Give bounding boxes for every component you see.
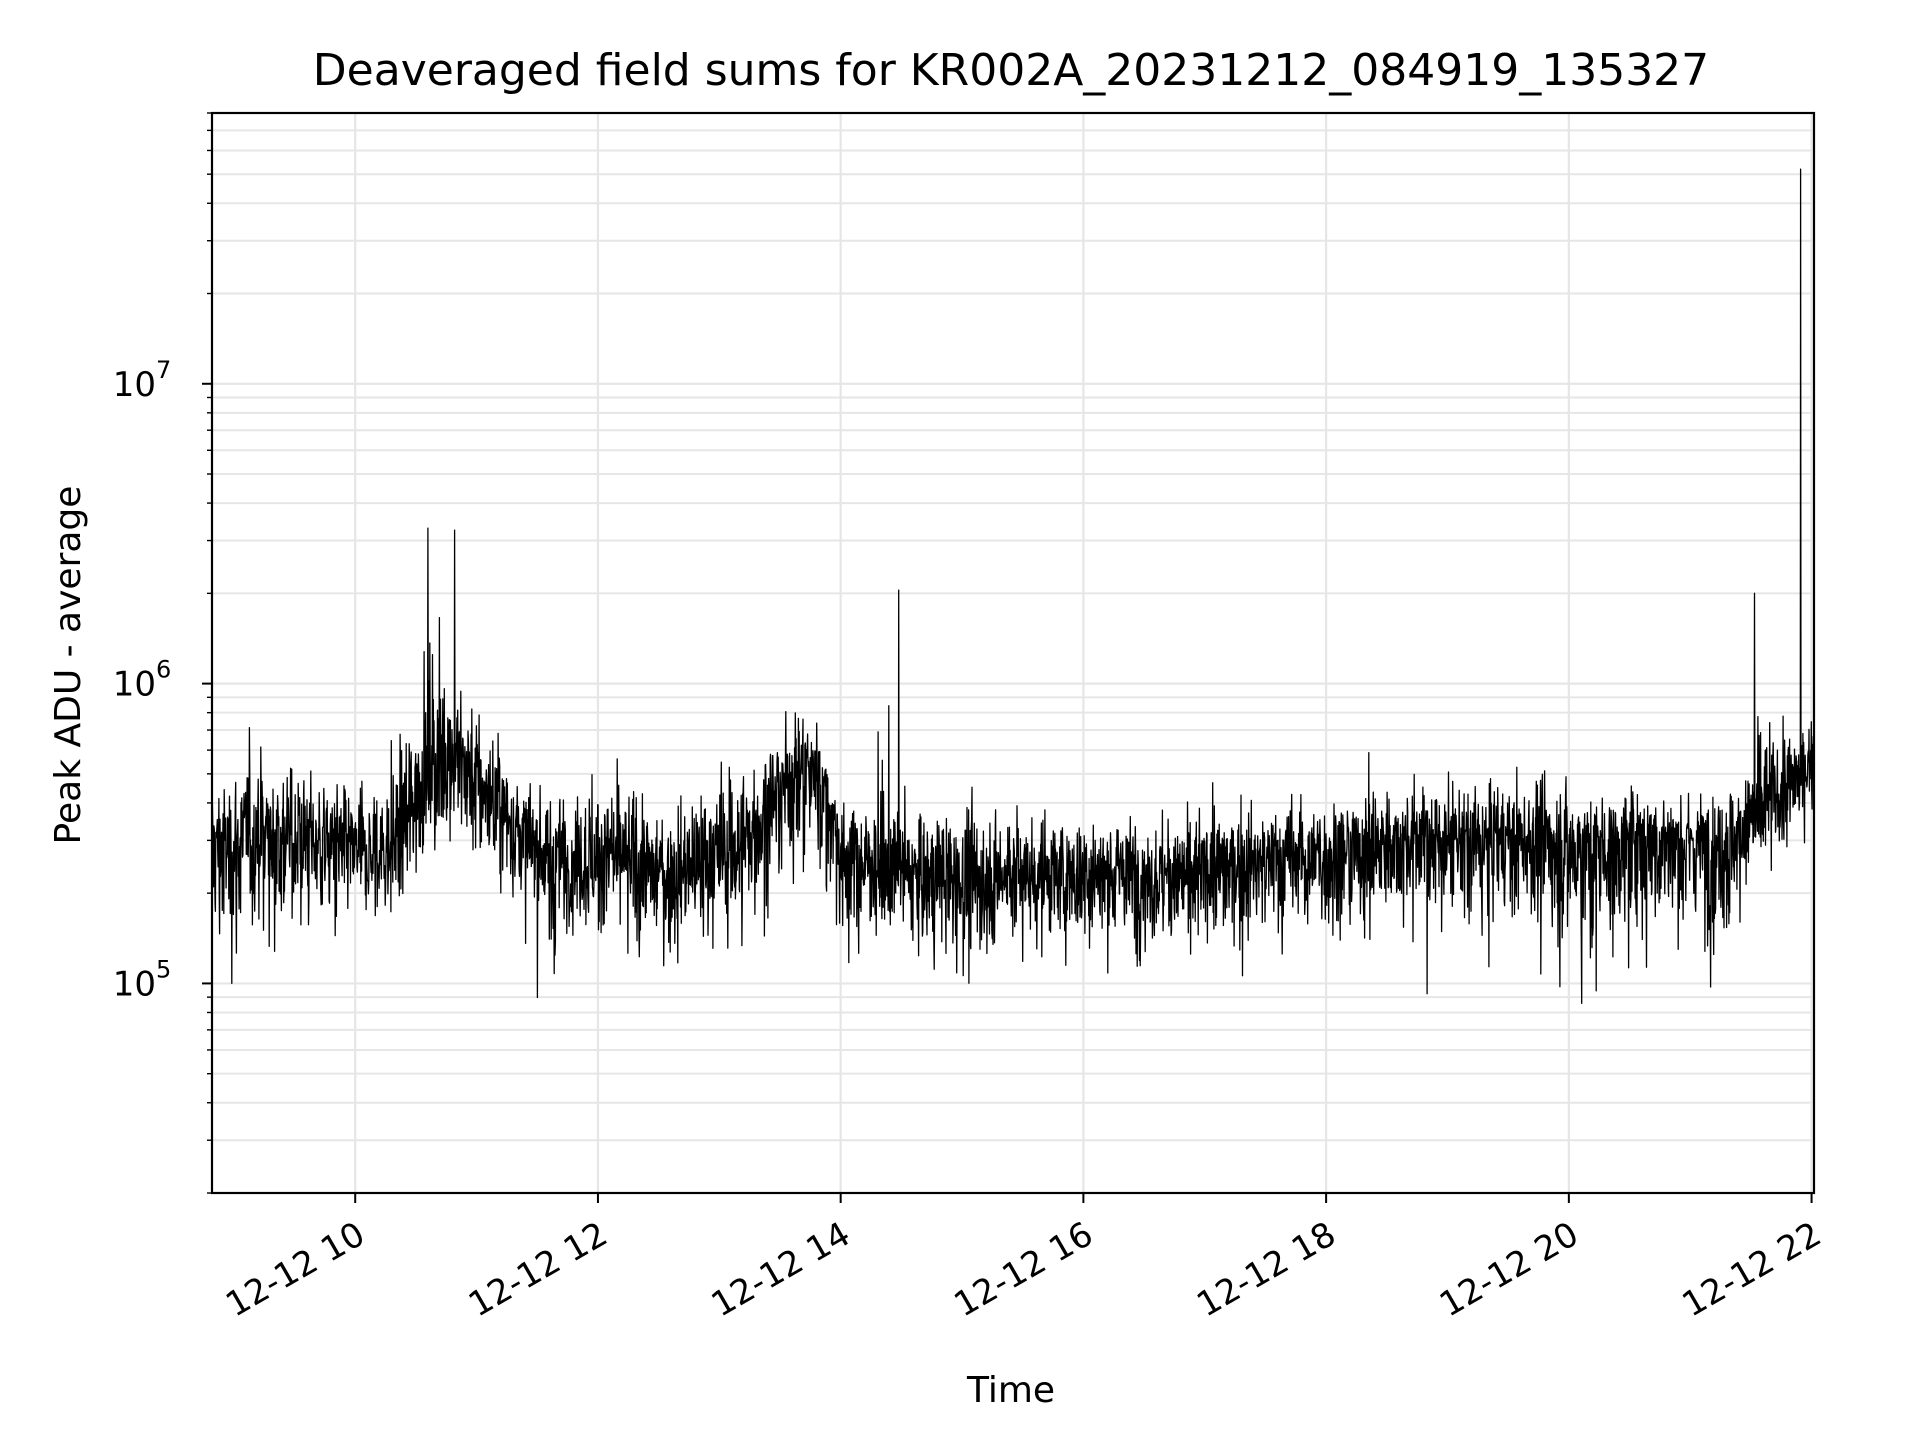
y-tick-label-base: 10 bbox=[113, 964, 156, 1004]
y-tick-label: 106 bbox=[113, 656, 172, 705]
y-tick-label-exponent: 6 bbox=[156, 656, 171, 684]
y-tick-label-exponent: 7 bbox=[156, 356, 171, 384]
chart-title: Deaveraged field sums for KR002A_2023121… bbox=[313, 45, 1709, 96]
series-path bbox=[211, 168, 1815, 1005]
y-axis-label: Peak ADU - average bbox=[48, 486, 89, 845]
y-tick-label-base: 10 bbox=[113, 665, 156, 705]
plot-frame bbox=[210, 111, 1816, 1195]
y-tick-label: 105 bbox=[113, 955, 172, 1004]
grid bbox=[212, 112, 1814, 1194]
y-tick-label-base: 10 bbox=[113, 365, 156, 405]
y-tick-label: 107 bbox=[113, 356, 172, 405]
series-line bbox=[211, 168, 1815, 1005]
x-axis-label: Time bbox=[966, 1370, 1055, 1411]
y-tick-label-exponent: 5 bbox=[156, 955, 171, 983]
